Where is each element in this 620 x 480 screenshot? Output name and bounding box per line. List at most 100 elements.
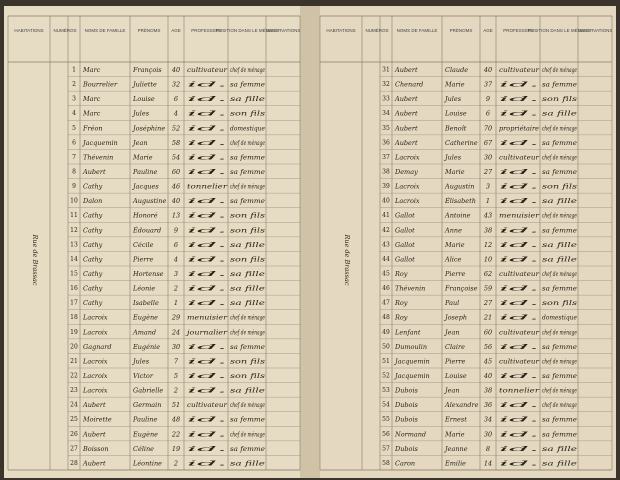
profession: journalier xyxy=(185,328,229,336)
age: 10 xyxy=(484,255,492,263)
profession: id. xyxy=(499,81,539,89)
household-position: sa femme xyxy=(542,139,577,147)
surname: Gagnard xyxy=(83,343,112,351)
row-number: 46 xyxy=(382,285,390,292)
surname: Chenard xyxy=(395,81,423,89)
row-number: 55 xyxy=(382,416,390,423)
profession: id. xyxy=(187,357,227,365)
given-name: Léontine xyxy=(132,459,162,467)
household-position: sa fille xyxy=(542,459,577,467)
profession: id. xyxy=(499,110,539,118)
surname: Gallot xyxy=(395,226,415,234)
given-name: Benoît xyxy=(444,124,467,132)
age: 24 xyxy=(171,328,180,336)
row-number: 39 xyxy=(382,183,390,190)
profession: menuisier xyxy=(499,212,540,220)
household-position: sa fille xyxy=(230,459,265,467)
row-number: 10 xyxy=(70,198,78,205)
profession: id. xyxy=(499,183,539,191)
household-position: sa femme xyxy=(542,416,577,424)
age: 70 xyxy=(484,124,492,132)
column-header: PRÉNOMS xyxy=(138,27,161,33)
profession: propriétaire xyxy=(499,124,539,132)
household-position: sa femme xyxy=(230,416,265,424)
column-header: AGE xyxy=(171,28,181,33)
household-position: domestique xyxy=(230,124,265,132)
surname: Thévenin xyxy=(83,153,113,161)
age: 6 xyxy=(486,110,490,118)
age: 8 xyxy=(486,445,490,453)
given-name: Gabrielle xyxy=(133,387,163,395)
right-page xyxy=(314,6,616,478)
age: 2 xyxy=(173,387,178,395)
row-number: 15 xyxy=(70,271,78,278)
given-name: Louise xyxy=(444,372,467,380)
profession: tonnelier xyxy=(499,387,540,395)
profession: id. xyxy=(187,197,227,205)
profession: id. xyxy=(499,255,539,263)
column-header: OBSERVATIONS xyxy=(266,28,301,33)
given-name: Pauline xyxy=(132,416,157,424)
household-position: sa fille xyxy=(230,299,265,307)
surname: Marc xyxy=(82,95,101,103)
row-number: 11 xyxy=(70,212,78,219)
margin-note: Rue de Brassac xyxy=(343,233,351,285)
profession: id. xyxy=(499,430,539,438)
household-position: chef de ménage xyxy=(542,401,577,409)
age: 60 xyxy=(484,328,492,336)
given-name: Germain xyxy=(133,401,161,409)
surname: Lacroix xyxy=(82,372,108,380)
age: 13 xyxy=(172,212,180,220)
row-number: 17 xyxy=(70,300,78,307)
given-name: Jules xyxy=(443,95,462,103)
row-number: 36 xyxy=(382,139,390,146)
surname: Boisson xyxy=(82,445,109,453)
age: 4 xyxy=(173,255,178,263)
profession: id. xyxy=(187,445,227,453)
row-number: 31 xyxy=(382,67,390,74)
age: 58 xyxy=(172,139,180,147)
surname: Aubert xyxy=(394,124,418,132)
given-name: Victor xyxy=(133,372,154,380)
surname: Cathy xyxy=(83,270,103,278)
age: 6 xyxy=(174,241,178,249)
profession: id. xyxy=(499,372,539,380)
given-name: Emilie xyxy=(444,459,466,467)
given-name: Pierre xyxy=(444,270,466,278)
given-name: Antoine xyxy=(444,212,471,220)
household-position: son fils xyxy=(230,357,266,365)
given-name: Paul xyxy=(444,299,459,307)
given-name: Alexandre xyxy=(444,401,479,409)
row-number: 13 xyxy=(70,241,78,248)
profession: id. xyxy=(187,124,227,132)
profession: id. xyxy=(187,168,227,176)
profession: id. xyxy=(187,153,227,161)
household-position: son fils xyxy=(542,95,578,103)
given-name: Jules xyxy=(443,153,462,161)
surname: Lacroix xyxy=(394,197,420,205)
household-position: sa femme xyxy=(230,153,265,161)
household-position: son fils xyxy=(230,372,266,380)
age: 34 xyxy=(484,416,492,424)
row-number: 33 xyxy=(382,96,390,103)
given-name: Jean xyxy=(443,387,460,395)
surname: Jacquemin xyxy=(393,357,430,365)
surname: Dubois xyxy=(394,416,419,424)
surname: Roy xyxy=(394,299,408,307)
household-position: sa fille xyxy=(230,270,265,278)
row-number: 54 xyxy=(382,402,390,409)
household-position: son fils xyxy=(230,226,266,234)
age: 1 xyxy=(486,197,490,205)
household-position: son fils xyxy=(230,255,266,263)
given-name: Alice xyxy=(444,255,461,263)
age: 2 xyxy=(173,459,178,467)
household-position: sa fille xyxy=(230,387,265,395)
given-name: François xyxy=(132,66,162,74)
age: 48 xyxy=(171,416,180,424)
household-position: domestique xyxy=(542,314,577,322)
household-position: sa femme xyxy=(542,81,577,89)
household-position: chef de ménage xyxy=(542,387,577,395)
given-name: Pierre xyxy=(444,357,466,365)
given-name: Marie xyxy=(444,430,465,438)
age: 5 xyxy=(174,372,178,380)
